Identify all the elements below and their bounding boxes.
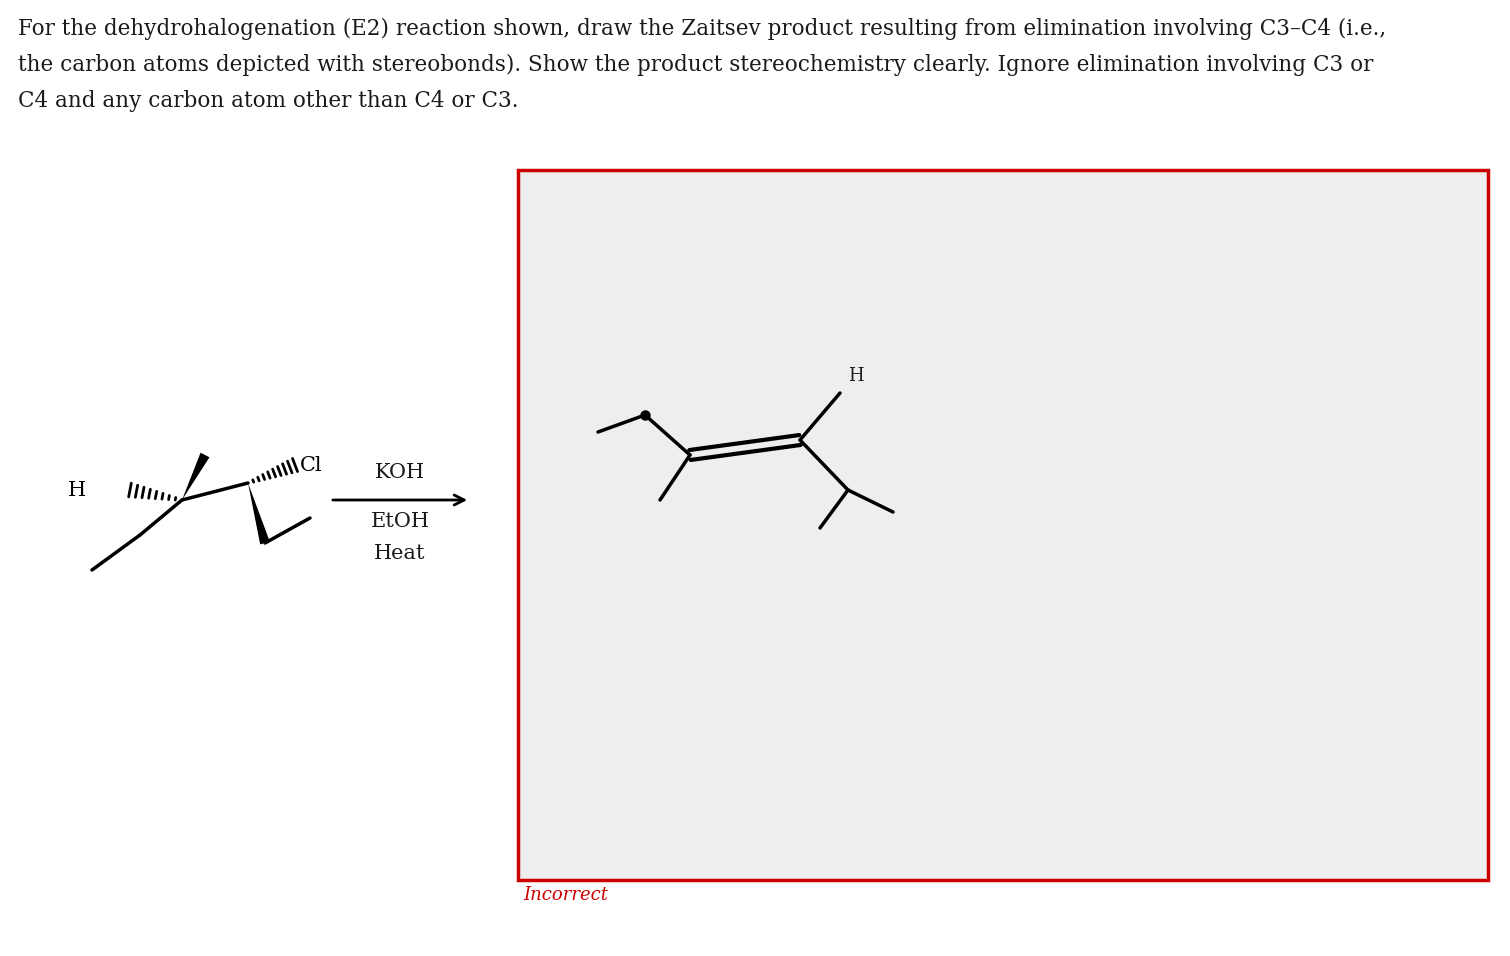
Text: the carbon atoms depicted with stereobonds). Show the product stereochemistry cl: the carbon atoms depicted with stereobon… bbox=[18, 54, 1374, 76]
Text: C4 and any carbon atom other than C4 or C3.: C4 and any carbon atom other than C4 or … bbox=[18, 90, 518, 112]
Text: For the dehydrohalogenation (E2) reaction shown, draw the Zaitsev product result: For the dehydrohalogenation (E2) reactio… bbox=[18, 18, 1386, 40]
Text: Incorrect: Incorrect bbox=[522, 886, 609, 904]
Text: Cl: Cl bbox=[300, 455, 323, 474]
Text: KOH: KOH bbox=[374, 463, 424, 482]
Bar bbox=[518, 170, 1487, 880]
Text: H: H bbox=[68, 481, 86, 499]
Polygon shape bbox=[248, 483, 270, 544]
Text: H: H bbox=[849, 367, 864, 385]
Text: Heat: Heat bbox=[374, 544, 426, 563]
Polygon shape bbox=[183, 453, 210, 500]
Text: EtOH: EtOH bbox=[370, 512, 429, 531]
